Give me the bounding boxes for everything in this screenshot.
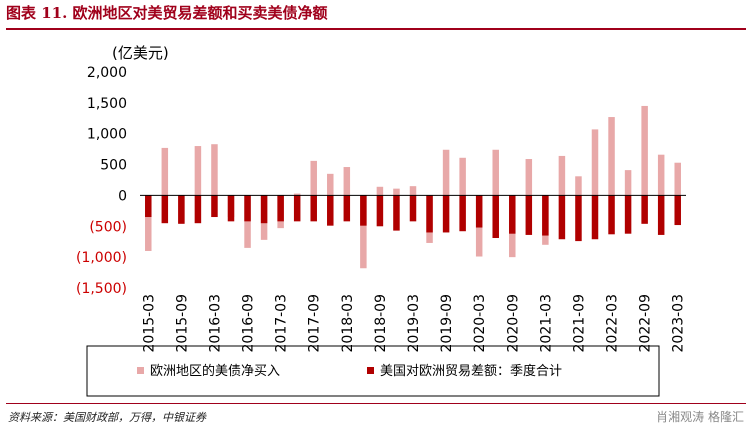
y-tick-label: (1,500)	[76, 281, 127, 297]
bar-trade-balance	[194, 195, 202, 224]
bar-bond-purchase	[608, 117, 615, 196]
bar-bond-purchase	[161, 147, 169, 196]
x-tick-label: 2021-03	[538, 294, 554, 353]
bar-trade-balance	[393, 195, 400, 231]
bar-trade-balance	[409, 195, 417, 222]
bar-trade-balance	[227, 195, 235, 222]
source-note: 资料来源：美国财政部，万得，中银证券	[8, 411, 206, 424]
chart-title: 图表 11. 欧洲地区对美贸易差额和买卖美债净额	[6, 4, 328, 22]
bar-trade-balance	[608, 195, 615, 235]
y-tick-label: (1,000)	[76, 250, 127, 266]
bar-trade-balance	[459, 195, 466, 232]
bar-trade-balance	[327, 195, 334, 226]
y-tick-label: 0	[118, 188, 127, 204]
bar-trade-balance	[343, 195, 351, 222]
x-tick-label: 2023-03	[671, 294, 687, 353]
bar-trade-balance	[475, 195, 483, 228]
y-tick-label: 500	[100, 158, 127, 174]
bar-trade-balance	[509, 195, 516, 234]
bar-trade-balance	[558, 195, 566, 240]
x-tick-label: 2016-03	[207, 294, 223, 353]
bar-bond-purchase	[376, 186, 384, 196]
x-tick-label: 2019-03	[406, 294, 422, 353]
bar-bond-purchase	[293, 193, 301, 196]
x-tick-label: 2017-09	[307, 294, 323, 353]
y-tick-label: (500)	[89, 219, 127, 235]
bar-bond-purchase	[525, 159, 533, 196]
bar-bond-purchase	[327, 173, 334, 196]
x-tick-label: 2016-09	[241, 294, 257, 353]
bar-bond-purchase	[211, 144, 218, 196]
bar-trade-balance	[426, 195, 433, 233]
title-rule	[6, 28, 746, 30]
bar-bond-purchase	[591, 129, 599, 196]
bar-trade-balance	[260, 195, 268, 224]
bar-trade-balance	[641, 195, 648, 224]
bar-trade-balance	[161, 195, 169, 224]
bar-bond-purchase	[310, 160, 317, 196]
x-tick-label: 2018-03	[340, 294, 356, 353]
bar-trade-balance	[657, 195, 665, 235]
legend-label-bond-purchases: 欧洲地区的美债净买入	[150, 363, 280, 379]
x-tick-label: 2020-09	[505, 294, 521, 353]
bar-trade-balance	[492, 195, 499, 239]
bar-bond-purchase	[492, 149, 499, 196]
bar-trade-balance	[244, 195, 251, 222]
x-tick-label: 2020-03	[472, 294, 488, 353]
x-tick-label: 2015-09	[174, 294, 190, 353]
bar-bond-purchase	[641, 105, 648, 196]
series-trade-balance	[145, 195, 681, 242]
bar-trade-balance	[178, 195, 185, 224]
bar-trade-balance	[211, 195, 218, 218]
x-tick-label: 2021-09	[571, 294, 587, 353]
x-ticks: 2015-03 2015-09 2016-03 2016-09 2017-03 2017-…	[141, 294, 686, 353]
bar-trade-balance	[360, 195, 367, 226]
bar-trade-balance	[376, 195, 384, 227]
series-bond-purchases	[145, 105, 681, 269]
bar-trade-balance	[624, 195, 632, 234]
y-axis-label: (亿美元)	[112, 44, 169, 62]
bar-bond-purchase	[442, 149, 450, 196]
watermark: 肖湘观涛 格隆汇	[656, 410, 744, 424]
bar-trade-balance	[542, 195, 549, 236]
bar-trade-balance	[277, 195, 284, 222]
legend-box	[86, 345, 660, 397]
bar-trade-balance	[525, 195, 533, 235]
bar-trade-balance	[674, 195, 681, 226]
bar-bond-purchase	[194, 146, 202, 196]
bar-bond-purchase	[575, 176, 582, 196]
bar-bond-purchase	[409, 186, 417, 196]
x-tick-label: 2015-03	[141, 294, 157, 353]
x-tick-label: 2018-09	[373, 294, 389, 353]
legend-swatch-bond-purchases	[137, 367, 144, 374]
footer-rule	[6, 403, 746, 404]
bar-bond-purchase	[624, 170, 632, 196]
bar-trade-balance	[293, 195, 301, 222]
x-tick-label: 2017-03	[274, 294, 290, 353]
bar-bond-purchase	[674, 162, 681, 196]
y-tick-label: 1,500	[87, 96, 127, 112]
y-ticks: 2,000 1,500 1,000 500 0 (500) (1,000) (1,500)	[76, 65, 127, 297]
bar-bond-purchase	[459, 157, 466, 196]
legend-swatch-trade-balance	[367, 367, 374, 374]
bar-trade-balance	[145, 195, 152, 218]
bar-bond-purchase	[244, 195, 251, 248]
x-tick-label: 2022-09	[638, 294, 654, 353]
y-tick-label: 1,000	[87, 127, 127, 143]
bar-trade-balance	[442, 195, 450, 233]
bar-bond-purchase	[145, 195, 152, 251]
bar-bond-purchase	[393, 188, 400, 196]
bar-bond-purchase	[657, 154, 665, 196]
bar-bond-purchase	[343, 167, 351, 196]
x-tick-label: 2019-09	[439, 294, 455, 353]
x-tick-label: 2022-03	[605, 294, 621, 353]
bar-trade-balance	[310, 195, 317, 222]
bar-bond-purchase	[360, 195, 367, 269]
bar-bond-purchase	[558, 155, 566, 196]
y-tick-label: 2,000	[87, 65, 127, 81]
legend-label-trade-balance: 美国对欧洲贸易差额：季度合计	[380, 363, 562, 379]
bar-trade-balance	[575, 195, 582, 242]
bar-trade-balance	[591, 195, 599, 240]
